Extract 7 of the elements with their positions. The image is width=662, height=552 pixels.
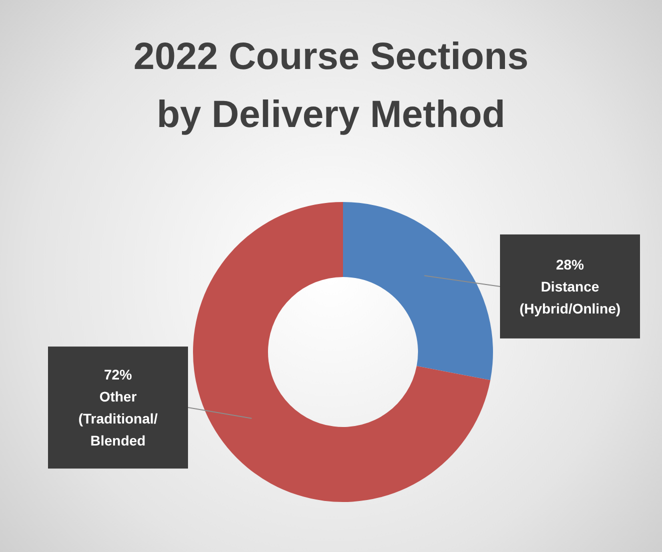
data-label: 72% bbox=[104, 366, 133, 383]
chart-title: 2022 Course Sections by Delivery Method bbox=[132, 35, 530, 138]
slice-label: Distance (Hybrid/Online) bbox=[519, 278, 621, 316]
donut-slice bbox=[193, 202, 490, 502]
donut-slice bbox=[343, 202, 493, 380]
slice-label: Other (Traditional/ Blended bbox=[78, 388, 158, 449]
data-label: 28% bbox=[556, 256, 585, 272]
